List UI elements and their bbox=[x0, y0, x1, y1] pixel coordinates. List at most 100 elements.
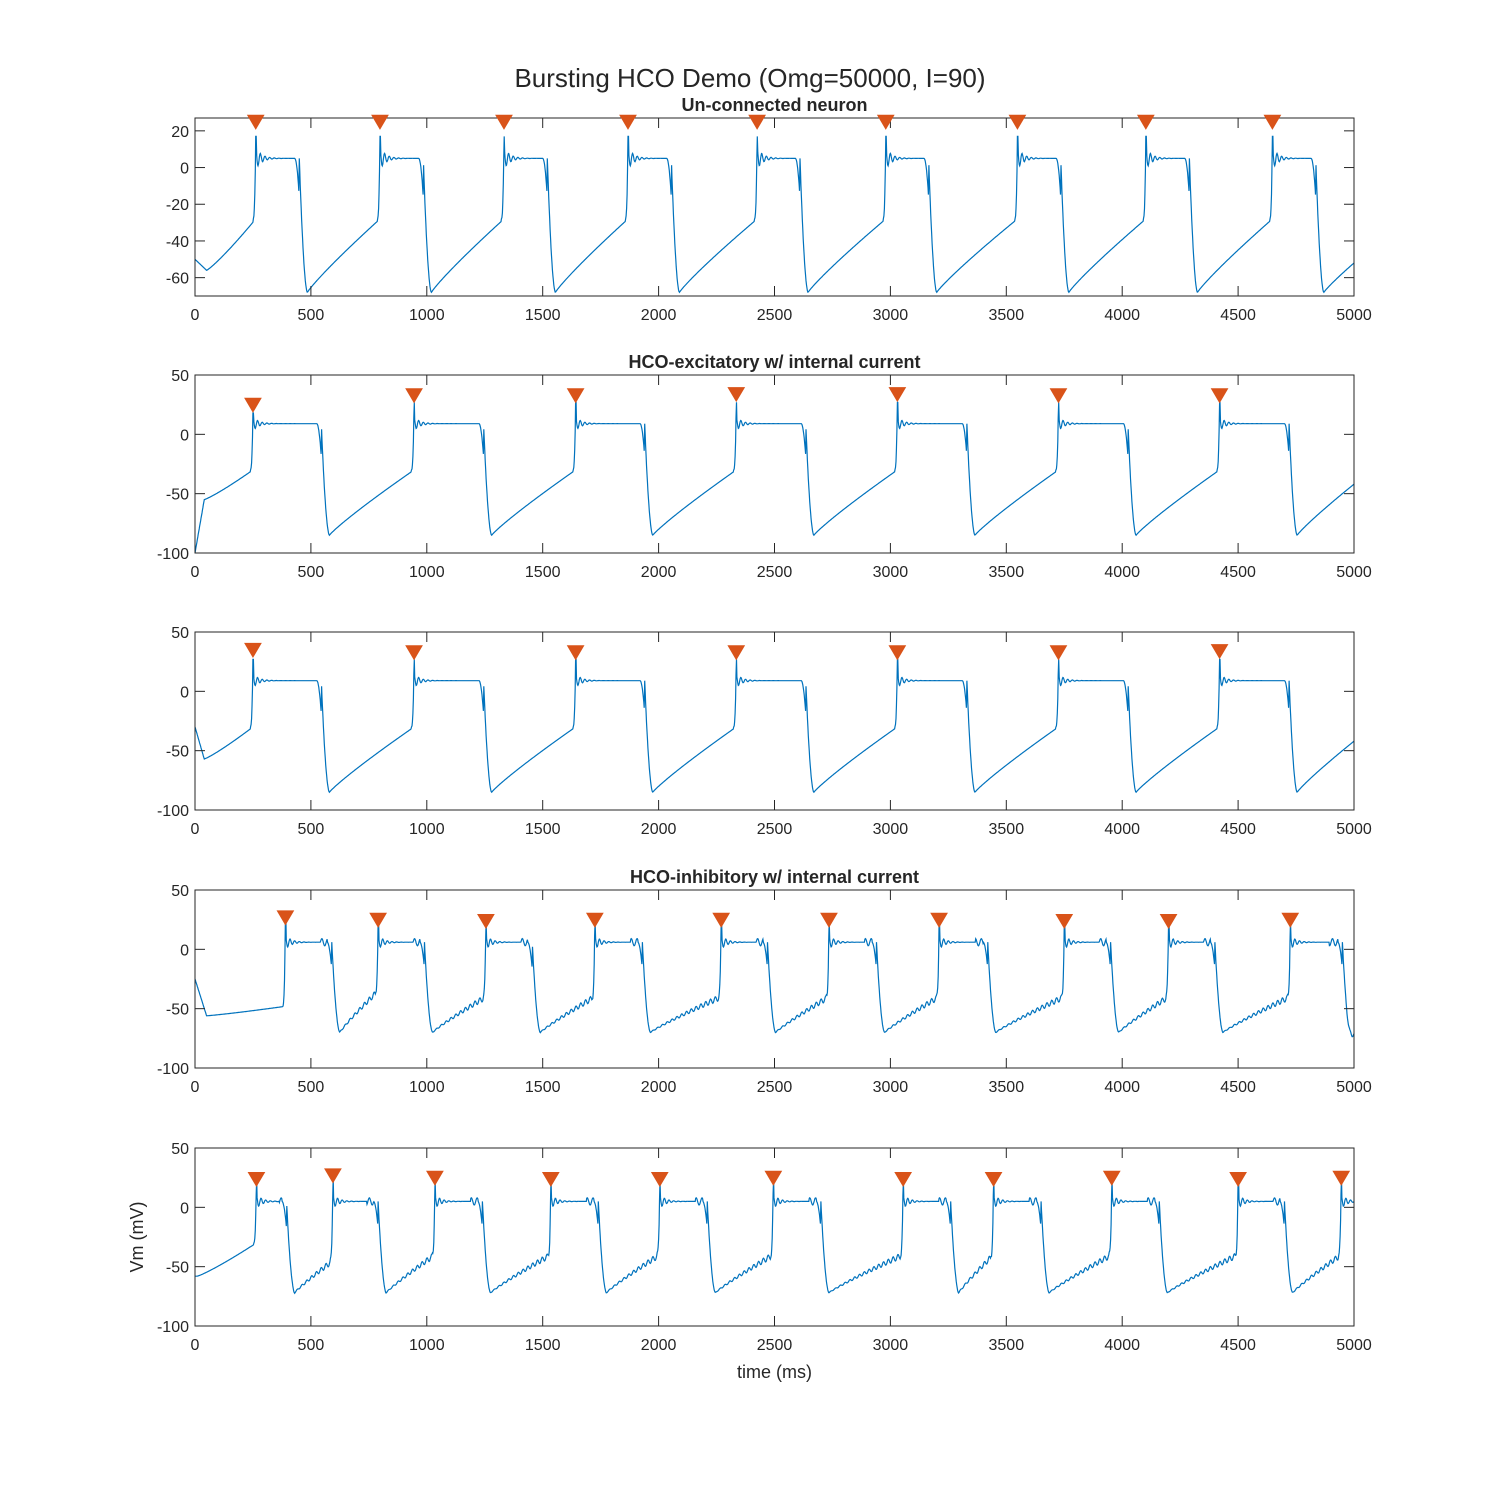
spike-marker bbox=[888, 387, 907, 403]
spike-marker bbox=[1049, 645, 1068, 661]
subplot-title: HCO-excitatory w/ internal current bbox=[628, 352, 920, 372]
x-tick-label: 500 bbox=[298, 1079, 325, 1096]
x-tick-label: 1000 bbox=[409, 1079, 445, 1096]
subplot-title: Un-connected neuron bbox=[681, 95, 867, 115]
x-tick-label: 2000 bbox=[641, 307, 677, 324]
voltage-trace bbox=[195, 135, 1354, 294]
spike-marker bbox=[247, 1171, 266, 1188]
spike-marker bbox=[369, 912, 387, 928]
x-tick-label: 3500 bbox=[989, 821, 1025, 838]
y-tick-label: 50 bbox=[171, 883, 189, 900]
spike-marker bbox=[1159, 913, 1178, 930]
x-tick-label: 5000 bbox=[1336, 564, 1372, 581]
x-tick-label: 0 bbox=[191, 1337, 200, 1354]
x-tick-label: 3000 bbox=[873, 307, 909, 324]
subplots-group: 0 500 1000 1500 2000 2500 3000 3500 4000 4500 5000… bbox=[127, 95, 1372, 1382]
x-tick-label: 0 bbox=[191, 821, 200, 838]
x-tick-label: 3000 bbox=[873, 821, 909, 838]
spike-marker bbox=[1136, 114, 1155, 130]
x-tick-label: 5000 bbox=[1336, 307, 1372, 324]
x-tick-label: 2500 bbox=[757, 1337, 793, 1354]
x-tick-label: 1500 bbox=[525, 1337, 561, 1354]
x-tick-label: 5000 bbox=[1336, 1079, 1372, 1096]
y-tick-label: -50 bbox=[166, 487, 189, 504]
spike-marker bbox=[1102, 1170, 1121, 1186]
y-tick-label: -50 bbox=[166, 1260, 189, 1277]
y-tick-label: 0 bbox=[180, 684, 189, 701]
spike-marker bbox=[650, 1171, 669, 1188]
spike-marker bbox=[748, 114, 766, 130]
spike-marker bbox=[712, 912, 731, 928]
spike-marker bbox=[1281, 912, 1300, 928]
voltage-trace bbox=[195, 401, 1354, 553]
spike-marker bbox=[1332, 1170, 1351, 1186]
x-tick-label: 2500 bbox=[757, 564, 793, 581]
subplot-5: 0 500 1000 1500 2000 2500 3000 3500 4000 4500 5000… bbox=[127, 1141, 1372, 1382]
spike-marker bbox=[619, 114, 637, 130]
y-tick-label: -100 bbox=[157, 546, 189, 563]
y-tick-label: 0 bbox=[180, 161, 189, 178]
subplot-2: 0 500 1000 1500 2000 2500 3000 3500 4000 4500 5000… bbox=[157, 352, 1372, 581]
spike-marker bbox=[244, 397, 262, 413]
spike-marker bbox=[764, 1170, 783, 1186]
voltage-trace bbox=[195, 1176, 1354, 1295]
spike-marker bbox=[820, 912, 838, 928]
spike-marker bbox=[1049, 388, 1068, 404]
spike-marker bbox=[324, 1168, 342, 1184]
x-tick-label: 1500 bbox=[525, 564, 561, 581]
x-tick-label: 1000 bbox=[409, 307, 445, 324]
y-tick-label: 50 bbox=[171, 368, 189, 385]
x-tick-label: 500 bbox=[298, 1337, 325, 1354]
x-tick-label: 1500 bbox=[525, 821, 561, 838]
y-axis-label: Vm (mV) bbox=[127, 1202, 147, 1273]
spike-marker bbox=[244, 642, 262, 658]
x-tick-label: 3000 bbox=[873, 1079, 909, 1096]
spike-marker bbox=[405, 388, 423, 404]
x-tick-label: 5000 bbox=[1336, 1337, 1372, 1354]
x-tick-label: 2500 bbox=[757, 307, 793, 324]
y-tick-label: -100 bbox=[157, 1061, 189, 1078]
x-tick-label: 500 bbox=[298, 307, 325, 324]
x-tick-label: 4000 bbox=[1104, 1337, 1140, 1354]
y-tick-label: 50 bbox=[171, 1141, 189, 1158]
x-tick-label: 2000 bbox=[641, 1337, 677, 1354]
y-tick-label: 0 bbox=[180, 1200, 189, 1217]
spike-marker bbox=[541, 1171, 560, 1188]
x-tick-label: 500 bbox=[298, 564, 325, 581]
x-tick-label: 500 bbox=[298, 821, 325, 838]
spike-marker bbox=[930, 912, 948, 928]
y-tick-label: 50 bbox=[171, 625, 189, 642]
x-tick-label: 4500 bbox=[1220, 1079, 1256, 1096]
x-tick-label: 2000 bbox=[641, 564, 677, 581]
spike-marker bbox=[566, 645, 585, 661]
spike-marker bbox=[1263, 114, 1282, 130]
subplot-4: 0 500 1000 1500 2000 2500 3000 3500 4000 4500 5000… bbox=[157, 867, 1372, 1096]
x-tick-label: 3000 bbox=[873, 564, 909, 581]
spike-marker bbox=[371, 114, 389, 130]
spike-marker bbox=[888, 645, 907, 661]
voltage-trace bbox=[195, 658, 1354, 794]
spike-marker bbox=[276, 910, 295, 926]
spike-marker bbox=[727, 387, 746, 403]
x-tick-label: 1500 bbox=[525, 307, 561, 324]
y-tick-label: 0 bbox=[180, 427, 189, 444]
x-tick-label: 4000 bbox=[1104, 564, 1140, 581]
spike-marker bbox=[894, 1171, 913, 1188]
x-tick-label: 4500 bbox=[1220, 1337, 1256, 1354]
y-tick-label: -50 bbox=[166, 744, 189, 761]
voltage-trace bbox=[195, 917, 1354, 1038]
y-tick-label: -20 bbox=[166, 197, 189, 214]
spike-marker bbox=[1210, 388, 1229, 404]
x-tick-label: 1000 bbox=[409, 564, 445, 581]
x-tick-label: 0 bbox=[191, 307, 200, 324]
spike-marker bbox=[246, 114, 265, 130]
x-tick-label: 3500 bbox=[989, 1079, 1025, 1096]
x-axis-label: time (ms) bbox=[737, 1362, 812, 1382]
y-tick-label: 0 bbox=[180, 942, 189, 959]
y-tick-label: -100 bbox=[157, 1319, 189, 1336]
y-tick-label: 20 bbox=[171, 124, 189, 141]
spike-marker bbox=[495, 114, 513, 130]
spike-marker bbox=[727, 645, 746, 661]
x-tick-label: 3500 bbox=[989, 564, 1025, 581]
x-tick-label: 0 bbox=[191, 1079, 200, 1096]
